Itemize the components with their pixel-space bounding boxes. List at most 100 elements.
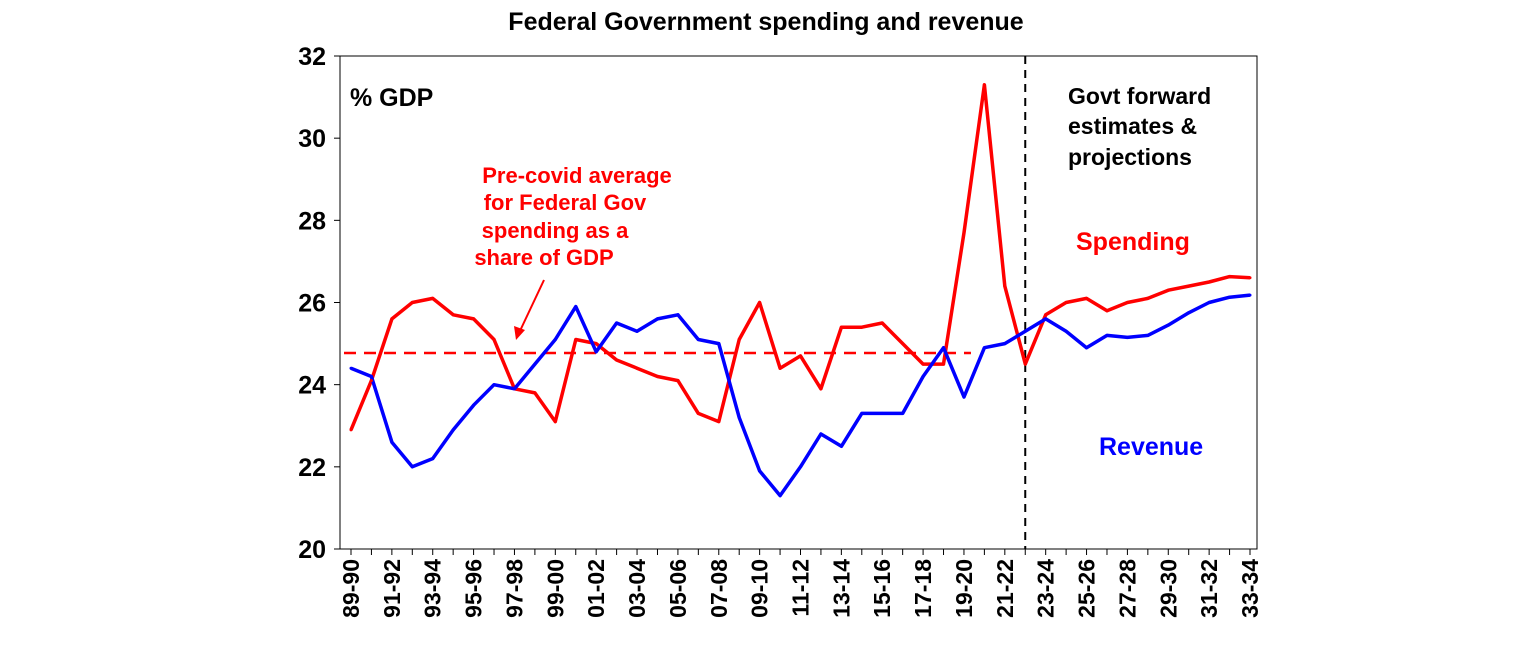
- revenue-point: [942, 346, 945, 350]
- x-axis: 89-90 91-92 93-94 95-96 97-98 99-00 01-02 03-04…: [338, 549, 1263, 618]
- revenue-point: [533, 362, 537, 366]
- x-tick-label: 27-28: [1114, 559, 1140, 618]
- spending-point: [901, 342, 905, 346]
- spending-point: [1064, 301, 1068, 304]
- spending-point: [942, 362, 945, 366]
- y-tick-label: 28: [298, 207, 326, 235]
- revenue-point: [1064, 329, 1068, 333]
- spending-label: Spending: [1076, 228, 1190, 256]
- revenue-point: [880, 411, 884, 415]
- spending-point: [1023, 362, 1027, 366]
- revenue-point: [472, 403, 476, 407]
- x-tick-label: 01-02: [583, 559, 609, 618]
- chart-title: Federal Government spending and revenue: [508, 8, 1024, 36]
- spending-point: [656, 375, 659, 378]
- x-tick-label: 91-92: [379, 559, 405, 618]
- revenue-point: [717, 342, 721, 346]
- x-tick-label: 11-12: [788, 559, 814, 617]
- spending-point: [1085, 296, 1088, 300]
- forecast-annotation: Govt forward estimates & projections: [1068, 83, 1211, 170]
- revenue-point: [635, 329, 639, 333]
- revenue-point: [369, 375, 373, 378]
- revenue-point: [737, 416, 741, 419]
- x-tick-label: 99-00: [542, 559, 568, 618]
- revenue-point: [656, 317, 659, 321]
- x-tick-label: 19-20: [951, 559, 977, 618]
- spending-point: [1166, 288, 1170, 292]
- x-tick-label: 97-98: [501, 559, 527, 618]
- x-tick-label: 23-24: [1033, 559, 1059, 618]
- revenue-point: [758, 469, 762, 473]
- x-tick-label: 89-90: [338, 559, 364, 618]
- average-annotation-line-3: spending as a: [482, 218, 629, 243]
- revenue-point: [1166, 323, 1170, 327]
- spending-point: [880, 321, 884, 325]
- revenue-point: [839, 444, 843, 448]
- revenue-point: [451, 428, 455, 432]
- x-tick-label: 13-14: [828, 559, 854, 618]
- spending-point: [574, 338, 578, 341]
- x-tick-label: 09-10: [747, 559, 773, 618]
- spending-point: [390, 317, 394, 321]
- x-tick-label: 17-18: [910, 559, 936, 618]
- x-tick-label: 95-96: [461, 559, 487, 618]
- revenue-point: [1023, 329, 1027, 333]
- spending-point: [758, 301, 762, 304]
- revenue-point: [1146, 333, 1150, 337]
- x-tick-label: 05-06: [665, 559, 691, 618]
- spending-point: [533, 391, 537, 395]
- spending-point: [472, 317, 476, 321]
- spending-point: [410, 301, 414, 304]
- x-tick-label: 29-30: [1155, 559, 1181, 618]
- spending-point: [492, 338, 496, 341]
- revenue-point: [962, 395, 966, 399]
- spending-point: [860, 325, 864, 329]
- average-annotation-line-2: for Federal Gov: [484, 190, 647, 215]
- average-annotation: Pre-covid average for Federal Gov spendi…: [474, 163, 671, 270]
- revenue-point: [431, 457, 435, 461]
- revenue-point: [1248, 293, 1252, 297]
- revenue-point: [819, 432, 823, 436]
- revenue-point: [860, 411, 864, 415]
- revenue-points: [349, 293, 1252, 498]
- revenue-point: [901, 411, 905, 415]
- spending-point: [799, 354, 802, 358]
- revenue-point: [1228, 295, 1232, 299]
- revenue-point: [615, 321, 619, 325]
- revenue-point: [1003, 342, 1007, 346]
- y-tick-label: 24: [298, 372, 326, 400]
- spending-point: [1003, 284, 1007, 288]
- y-axis: 20 22 24 26 28 30 32: [298, 43, 340, 564]
- x-tick-label: 15-16: [869, 559, 895, 618]
- spending-point: [1044, 313, 1048, 317]
- revenue-point: [696, 338, 700, 341]
- revenue-point: [1207, 301, 1211, 304]
- revenue-point: [390, 440, 394, 444]
- spending-points: [349, 83, 1252, 432]
- spending-point: [1207, 280, 1211, 284]
- x-tick-label: 25-26: [1074, 559, 1100, 618]
- spending-point: [839, 325, 843, 329]
- revenue-point: [1105, 333, 1109, 337]
- forecast-annotation-line-3: projections: [1068, 144, 1192, 170]
- spending-point: [431, 296, 435, 300]
- spending-point: [451, 313, 455, 317]
- average-annotation-line-1: Pre-covid average: [482, 163, 672, 188]
- spending-point: [1187, 284, 1191, 288]
- revenue-point: [594, 350, 598, 354]
- spending-point: [349, 428, 353, 432]
- y-tick-label: 32: [298, 43, 326, 71]
- y-tick-label: 26: [298, 290, 326, 318]
- x-tick-label: 31-32: [1196, 559, 1222, 618]
- revenue-point: [1044, 317, 1048, 321]
- spending-point: [676, 379, 680, 383]
- spending-point: [1228, 275, 1232, 279]
- revenue-point: [553, 338, 557, 341]
- spending-point: [962, 231, 966, 235]
- spending-point: [594, 342, 598, 346]
- spending-point: [696, 411, 700, 415]
- x-tick-label: 33-34: [1237, 559, 1263, 618]
- spending-point: [1105, 309, 1109, 313]
- x-tick-label: 03-04: [624, 559, 650, 618]
- revenue-point: [1085, 346, 1088, 350]
